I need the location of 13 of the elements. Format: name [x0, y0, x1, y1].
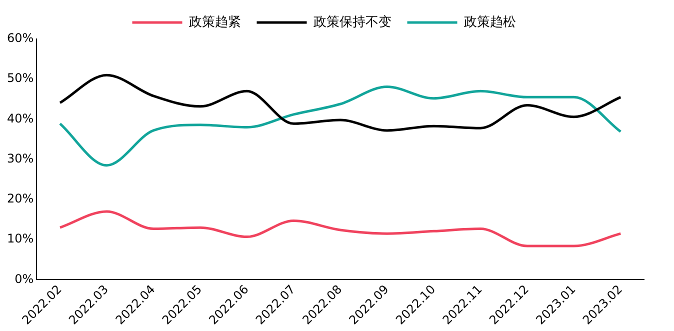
y-tick-label: 20%: [7, 192, 34, 206]
y-tick-label: 0%: [14, 272, 34, 286]
line-series: [58, 74, 622, 132]
y-tick-label: 60%: [7, 31, 34, 46]
line-series: [58, 210, 622, 248]
legend-label: 政策趋松: [464, 14, 516, 30]
line-series: [58, 85, 622, 167]
y-tick-label: 30%: [7, 151, 34, 166]
y-tick-label: 50%: [7, 71, 34, 86]
legend-label: 政策趋紧: [188, 14, 241, 30]
y-tick-label: 10%: [7, 232, 34, 246]
legend-label: 政策保持不变: [313, 14, 392, 30]
y-tick-label: 40%: [7, 111, 34, 126]
